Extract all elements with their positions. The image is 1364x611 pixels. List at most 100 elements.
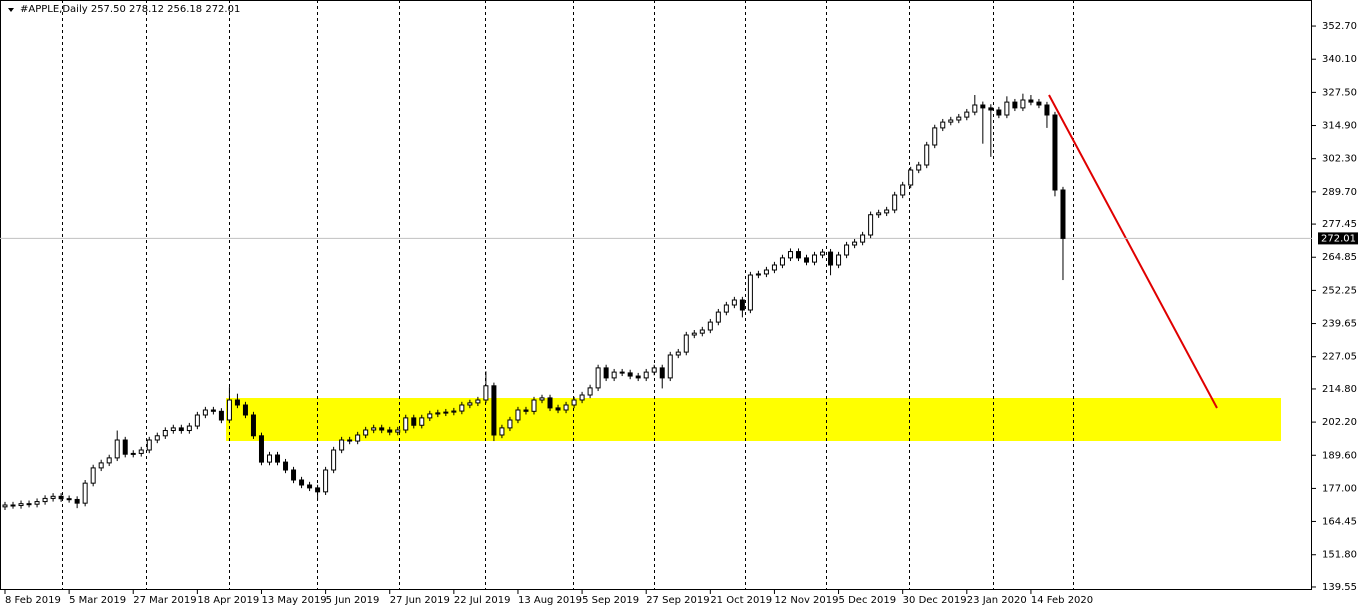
y-tick-label: 302.30 — [1322, 154, 1357, 165]
candle-body — [836, 254, 842, 266]
candle-body — [483, 385, 489, 401]
candle-body — [443, 411, 449, 414]
candle-body — [2, 504, 8, 508]
candle-body — [804, 257, 809, 263]
period-separators — [62, 0, 1074, 590]
candle-body — [683, 334, 689, 353]
candle-body — [667, 354, 673, 379]
candle-body — [291, 469, 297, 481]
y-tick-label: 189.60 — [1322, 450, 1357, 461]
x-tick-label: 22 Jul 2019 — [454, 595, 511, 606]
candle-body — [363, 429, 369, 436]
menu-arrow[interactable] — [8, 8, 14, 12]
candle-body — [130, 452, 136, 455]
candle-body — [1052, 114, 1058, 191]
candle-body — [571, 399, 577, 406]
y-tick-label: 264.85 — [1322, 252, 1357, 263]
candle-body — [178, 427, 184, 432]
candle-body — [283, 461, 289, 471]
x-tick-label: 12 Nov 2019 — [774, 595, 838, 606]
y-tick-label: 227.05 — [1322, 352, 1357, 363]
candle-body — [996, 109, 1002, 116]
candle-body — [860, 234, 866, 243]
candle-body — [50, 495, 56, 499]
candle-body — [699, 329, 705, 334]
x-tick-label: 5 Dec 2019 — [839, 595, 897, 606]
candle-body — [315, 487, 321, 493]
candle-body — [563, 404, 569, 411]
candle-body — [347, 439, 353, 442]
candle-body — [691, 332, 697, 336]
candle-body — [763, 269, 769, 275]
candle-body — [26, 503, 32, 506]
x-tick-label: 18 Apr 2019 — [197, 595, 259, 606]
candle-body — [138, 449, 144, 454]
candle-body — [74, 498, 80, 504]
candle-body — [771, 264, 777, 271]
candle-body — [779, 257, 785, 266]
candle-body — [194, 414, 200, 427]
candle-body — [34, 501, 40, 505]
candle-body — [210, 409, 216, 412]
x-tick-label: 23 Jan 2020 — [967, 595, 1027, 606]
x-tick-label: 8 Feb 2019 — [5, 595, 61, 606]
candle-body — [371, 427, 377, 431]
candle-body — [387, 429, 393, 433]
candle-body — [170, 427, 176, 432]
plot-frame — [0, 0, 1312, 590]
candle-body — [1020, 99, 1026, 109]
candle-body — [940, 121, 946, 129]
candle-body — [755, 273, 761, 276]
candle-body — [715, 311, 721, 323]
candle-body — [515, 409, 521, 421]
candle-body — [531, 399, 537, 412]
y-tick-label: 164.45 — [1322, 516, 1357, 527]
candle-body — [58, 495, 64, 500]
candle-body — [627, 372, 633, 377]
x-tick-label: 14 Feb 2020 — [1031, 595, 1093, 606]
candle-body — [852, 241, 858, 246]
candle-body — [403, 417, 409, 431]
candle-body — [932, 127, 938, 146]
candle-body — [812, 254, 818, 263]
candle-body — [18, 503, 24, 507]
candle-body — [884, 209, 890, 214]
x-tick-label: 5 Mar 2019 — [69, 595, 126, 606]
candle-body — [226, 399, 232, 421]
candle-body — [90, 467, 96, 484]
chart-title: #APPLE,Daily 257.50 278.12 256.18 272.01 — [20, 4, 240, 15]
candle-body — [908, 169, 914, 186]
x-tick-label: 27 Mar 2019 — [133, 595, 196, 606]
candle-body — [924, 144, 930, 166]
candle-body — [218, 410, 224, 421]
candle-body — [980, 104, 986, 109]
candle-body — [146, 439, 152, 451]
candle-body — [988, 107, 994, 111]
candle-body — [307, 484, 313, 489]
candle-body — [475, 399, 481, 404]
candle-body — [242, 404, 248, 416]
y-tick-label: 139.55 — [1322, 582, 1357, 593]
candle-body — [820, 251, 826, 256]
candle-body — [331, 449, 337, 471]
candle-body — [419, 417, 425, 426]
candle-body — [339, 439, 345, 451]
candle-body — [451, 410, 457, 413]
candle-body — [876, 212, 882, 216]
candle-body — [266, 454, 272, 463]
candle-body — [579, 394, 585, 401]
candle-body — [844, 244, 850, 256]
candle-body — [114, 439, 120, 459]
candle-body — [868, 214, 874, 236]
candle-body — [162, 430, 168, 437]
candle-body — [675, 351, 681, 356]
candle-body — [275, 454, 281, 463]
candle-body — [731, 299, 737, 306]
y-tick-label: 352.70 — [1322, 21, 1357, 32]
candle-body — [948, 119, 954, 123]
candle-body — [299, 479, 305, 486]
candle-body — [395, 429, 401, 433]
candle-body — [42, 497, 48, 503]
candle-body — [900, 184, 906, 196]
candle-body — [555, 407, 561, 411]
